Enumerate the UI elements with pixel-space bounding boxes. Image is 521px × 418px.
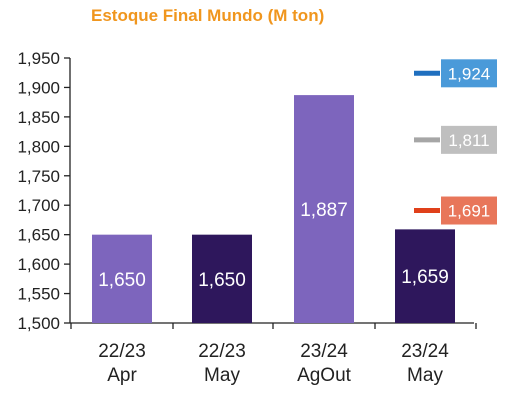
bar [92,234,152,323]
bar [294,95,354,323]
bar-value-label: 1,650 [98,270,146,291]
y-tick-label: 1,750 [17,167,60,186]
bar [395,229,455,323]
x-category-label: May [204,365,240,386]
y-tick-label: 1,800 [17,137,60,156]
y-tick-label: 1,700 [17,196,60,215]
x-category-label: 23/24 [300,341,348,362]
reference-marker-label: 1,924 [448,64,491,83]
bar-value-label: 1,659 [401,267,449,288]
y-tick-label: 1,850 [17,108,60,127]
y-tick-label: 1,550 [17,285,60,304]
y-tick-label: 1,650 [17,226,60,245]
y-tick-label: 1,900 [17,78,60,97]
reference-marker-label: 1,691 [448,202,491,221]
y-tick-label: 1,600 [17,255,60,274]
x-category-label: 22/23 [98,341,146,362]
reference-marker-label: 1,811 [448,131,489,150]
chart-title: Estoque Final Mundo (M ton) [91,6,325,25]
bar-value-label: 1,887 [300,200,348,221]
bar [192,234,252,323]
y-tick-label: 1,950 [17,49,60,68]
reference-marker-box [441,196,497,225]
reference-marker-box [441,59,497,88]
bar-value-label: 1,650 [198,270,246,291]
reference-marker-box [441,125,497,154]
y-tick-label: 1,500 [17,314,60,333]
x-category-label: AgOut [297,365,352,386]
x-category-label: 22/23 [198,341,246,362]
x-category-label: 23/24 [401,341,449,362]
x-category-label: Apr [107,365,137,386]
x-category-label: May [407,365,443,386]
